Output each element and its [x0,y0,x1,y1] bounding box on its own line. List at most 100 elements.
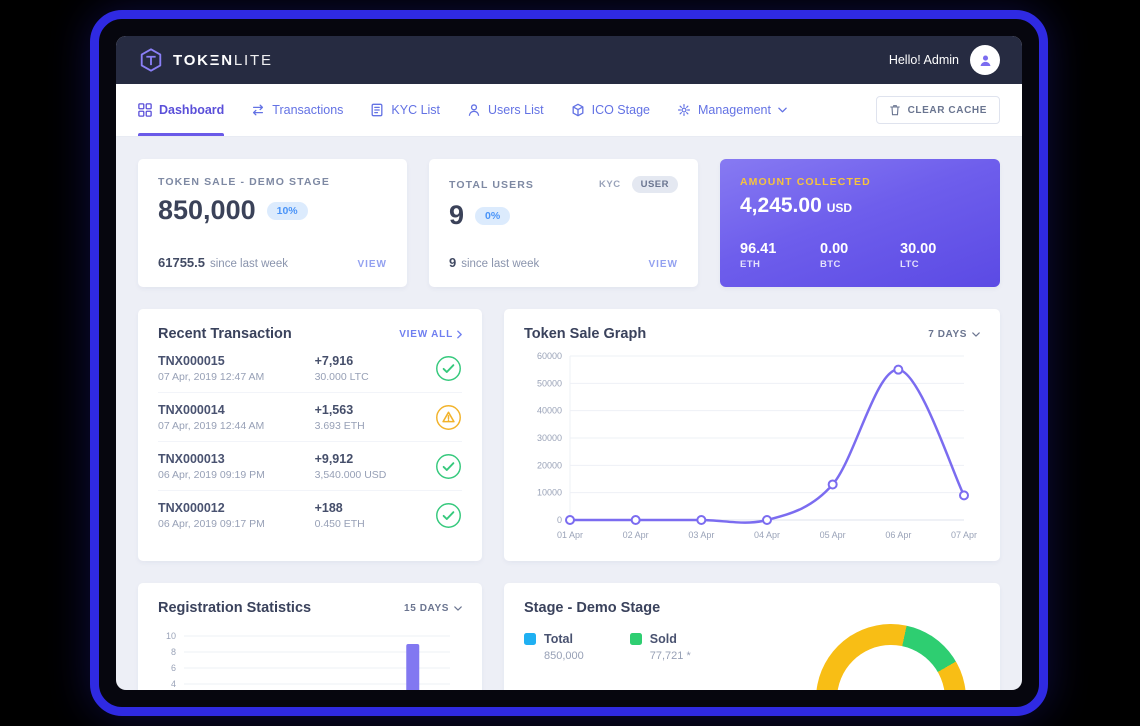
token-sale-graph-card: Token Sale Graph 7 DAYS 0 10000 20000 30000… [504,309,1000,561]
toggle-user[interactable]: USER [631,176,678,193]
navbar: Dashboard Transactions KYC List Users Li… [116,84,1022,137]
recent-transactions-card: Recent Transaction VIEW ALL TNX000015 07… [138,309,482,561]
amount-collected-card: AMOUNT COLLECTED 4,245.00 USD 96.41 ETH … [720,159,1000,287]
tx-date: 06 Apr, 2019 09:17 PM [158,517,265,530]
card-title: Registration Statistics [158,600,312,616]
svg-text:10000: 10000 [537,488,562,498]
card-title: Recent Transaction [158,326,292,342]
tx-amount: +1,563 [314,402,354,417]
token-sale-line-chart: 0 10000 20000 30000 40000 50000 60000 01 Apr 02 … [524,348,980,549]
dashboard-grid-icon [138,103,152,117]
stage-donut-chart [816,624,966,690]
sub-stat: 9 since last week [449,255,540,270]
total-swatch [524,633,536,645]
token-sale-card: TOKEN SALE - DEMO STAGE 850,000 10% 6175… [138,159,407,287]
legend-value: 850,000 [544,650,584,662]
transaction-row[interactable]: TNX000015 07 Apr, 2019 12:47 AM +7,916 3… [158,344,462,393]
svg-text:8: 8 [171,647,176,657]
range-select[interactable]: 15 DAYS [404,603,462,614]
card-title: TOTAL USERS [449,178,535,191]
transaction-row[interactable]: TNX000013 06 Apr, 2019 09:19 PM +9,912 3… [158,442,462,491]
nav-ico-stage[interactable]: ICO Stage [571,84,650,136]
tx-detail: 30.000 LTC [314,370,369,383]
registration-statistics-card: Registration Statistics 15 DAYS 1086420 [138,583,482,690]
svg-text:07 Apr: 07 Apr [951,530,977,540]
tx-amount: +7,916 [314,353,354,368]
ico-stage-cube-icon [571,103,585,117]
svg-text:40000: 40000 [537,406,562,416]
transactions-list: TNX000015 07 Apr, 2019 12:47 AM +7,916 3… [158,344,462,539]
tx-date: 07 Apr, 2019 12:47 AM [158,370,265,383]
greeting-text: Hello! Admin [888,53,959,67]
users-list-icon [467,103,481,117]
transactions-swap-icon [251,103,265,117]
topbar: TOKΞNLITE Hello! Admin [116,36,1022,84]
nav-transactions[interactable]: Transactions [251,84,343,136]
nav-management[interactable]: Management [677,84,787,136]
bottom-row: Registration Statistics 15 DAYS 1086420 … [138,583,1000,690]
nav-items: Dashboard Transactions KYC List Users Li… [138,84,787,136]
total-users-value: 9 [449,200,465,230]
users-toggle: KYC USER [590,176,678,193]
transaction-row[interactable]: TNX000012 06 Apr, 2019 09:17 PM +188 0.4… [158,491,462,539]
legend-total: Total 850,000 [524,632,584,690]
tx-amount: +188 [314,500,343,515]
brand[interactable]: TOKΞNLITE [138,47,273,73]
toggle-kyc[interactable]: KYC [599,179,621,190]
brand-name: TOKΞNLITE [173,51,273,69]
user-avatar-icon [980,55,990,66]
svg-text:03 Apr: 03 Apr [688,530,714,540]
svg-text:06 Apr: 06 Apr [885,530,911,540]
nav-kyc-list[interactable]: KYC List [370,84,440,136]
stats-row: TOKEN SALE - DEMO STAGE 850,000 10% 6175… [138,159,1000,287]
token-sale-value: 850,000 [158,195,256,225]
sold-swatch [629,633,642,645]
nav-dashboard[interactable]: Dashboard [138,84,225,136]
card-title: Stage - Demo Stage [524,600,661,616]
tx-detail: 3,540.000 USD [314,468,387,481]
brand-logo-icon [138,47,164,73]
percent-badge: 10% [266,201,308,220]
svg-text:30000: 30000 [537,433,562,443]
app-window: TOKΞNLITE Hello! Admin Dashboard Transac… [116,36,1022,690]
caret-down-icon [454,605,462,611]
svg-text:05 Apr: 05 Apr [820,530,846,540]
view-all-link[interactable]: VIEW ALL [399,329,462,340]
card-title: Token Sale Graph [524,326,647,342]
nav-users-list[interactable]: Users List [467,84,544,136]
warning-circle-icon [435,404,462,431]
tx-id: TNX000012 [158,500,225,515]
svg-text:6: 6 [171,663,176,673]
breakdown-eth: 96.41 ETH [740,241,777,270]
middle-row: Recent Transaction VIEW ALL TNX000015 07… [138,309,1000,561]
tx-amount: +9,912 [314,451,354,466]
legend-value: 77,721 * [649,650,691,662]
caret-down-icon [972,331,980,337]
tx-detail: 0.450 ETH [314,517,365,530]
nav-label: Transactions [272,103,344,117]
svg-text:20000: 20000 [537,460,562,470]
topbar-right: Hello! Admin [889,45,1000,75]
tx-id: TNX000014 [158,402,225,417]
svg-text:02 Apr: 02 Apr [623,530,649,540]
view-link[interactable]: VIEW [648,259,678,270]
check-circle-icon [435,355,462,382]
view-link[interactable]: VIEW [357,259,387,270]
clear-cache-button[interactable]: CLEAR CACHE [875,96,1000,124]
amount-breakdown: 96.41 ETH 0.00 BTC 30.00 LTC [740,241,980,270]
card-title: TOKEN SALE - DEMO STAGE [158,176,330,188]
check-circle-icon [435,502,462,529]
breakdown-ltc: 30.00 LTC [900,241,937,270]
tx-detail: 3.693 ETH [314,419,365,432]
nav-label: Management [697,103,771,117]
stage-card: Stage - Demo Stage Total 850,000 [504,583,1000,690]
nav-label: Dashboard [159,103,225,117]
avatar[interactable] [970,45,1000,75]
range-select[interactable]: 7 DAYS [928,329,980,340]
transaction-row[interactable]: TNX000014 07 Apr, 2019 12:44 AM +1,563 3… [158,393,462,442]
total-users-card: TOTAL USERS KYC USER 9 0% 9 since last we… [429,159,698,287]
svg-text:01 Apr: 01 Apr [557,530,583,540]
registration-bar-chart: 1086420 [158,626,462,690]
svg-text:60000: 60000 [537,351,562,361]
stage-legend: Total 850,000 Sold 77,721 * [524,632,691,690]
